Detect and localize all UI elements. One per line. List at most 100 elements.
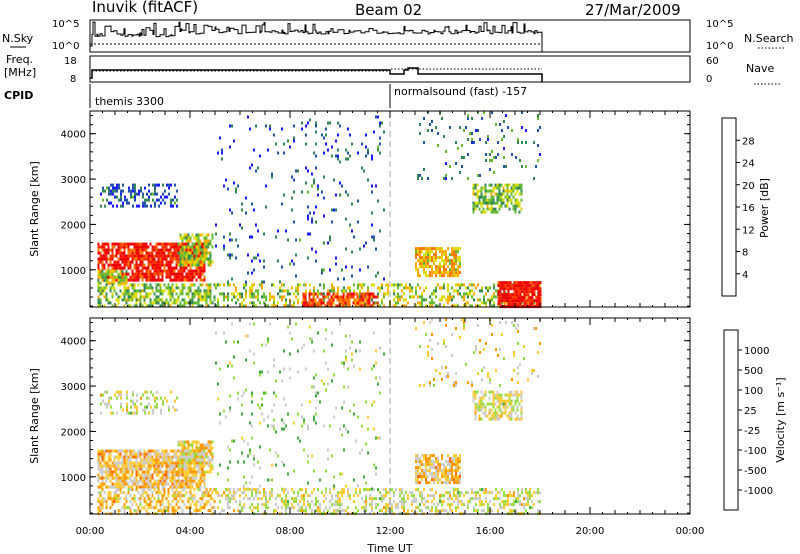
velocity-cell	[503, 491, 505, 495]
power-cell	[197, 275, 200, 279]
power-cell	[155, 251, 158, 255]
velocity-cell	[203, 446, 206, 450]
velocity-cell	[197, 500, 200, 504]
velocity-cell	[484, 393, 487, 397]
power-cell	[320, 301, 323, 305]
velocity-cell	[145, 494, 148, 498]
velocity-cell	[179, 470, 182, 474]
velocity-cell	[529, 506, 531, 510]
power-cell	[173, 272, 176, 276]
power-cell	[313, 178, 315, 182]
power-cell	[324, 295, 327, 299]
velocity-cell	[293, 491, 295, 495]
velocity-cell	[151, 506, 154, 510]
velocity-cell	[510, 399, 513, 403]
power-cell	[150, 204, 152, 208]
power-cell	[443, 304, 445, 308]
power-cell	[295, 295, 297, 299]
power-cell	[129, 275, 132, 279]
power-cell	[181, 251, 184, 255]
velocity-cell	[337, 497, 339, 501]
velocity-cell	[516, 393, 519, 397]
velocity-cell	[197, 509, 200, 513]
velocity-cell	[459, 457, 461, 461]
velocity-cell	[508, 393, 511, 397]
velocity-cell	[143, 458, 146, 462]
velocity-cell	[101, 479, 104, 483]
power-cell	[139, 263, 142, 267]
power-cell	[141, 257, 144, 261]
velocity-cell	[347, 488, 349, 492]
power-cell	[191, 301, 194, 305]
power-cell	[205, 304, 208, 308]
velocity-cell	[189, 467, 192, 471]
power-cell	[181, 283, 184, 287]
power-cell	[494, 192, 497, 196]
power-cell	[507, 299, 510, 303]
power-cell	[517, 287, 520, 291]
velocity-cell	[449, 481, 451, 485]
power-cell	[195, 266, 198, 270]
velocity-cell	[123, 479, 126, 483]
velocity-cell	[435, 475, 437, 479]
velocity-cell	[223, 491, 225, 495]
power-cell	[100, 192, 102, 196]
power-cell	[507, 296, 510, 300]
power-cell	[312, 298, 315, 302]
velocity-cell	[285, 497, 287, 501]
power-cell	[455, 259, 457, 263]
velocity-cell	[501, 488, 503, 492]
power-cell	[102, 186, 104, 190]
velocity-cell	[482, 411, 485, 415]
velocity-cell	[493, 497, 495, 501]
power-cell	[255, 124, 257, 128]
velocity-cell	[476, 390, 479, 394]
power-cell	[112, 192, 114, 196]
velocity-cell	[473, 506, 475, 510]
power-cell	[419, 274, 421, 278]
velocity-cell	[97, 497, 100, 501]
velocity-cell	[145, 458, 148, 462]
velocity-cell	[447, 463, 449, 467]
power-cell	[165, 254, 168, 258]
power-cell	[205, 242, 208, 246]
power-cell	[497, 153, 499, 156]
power-cell	[367, 289, 369, 293]
power-cell	[307, 190, 309, 194]
power-cell	[521, 126, 523, 129]
velocity-cell	[191, 500, 194, 504]
velocity-cell	[485, 488, 487, 492]
velocity-cell	[427, 460, 429, 464]
power-cell	[97, 251, 100, 255]
velocity-cell	[508, 414, 511, 418]
power-cell	[455, 271, 457, 275]
velocity-cell	[457, 457, 459, 461]
power-cell	[513, 287, 516, 291]
power-cell	[191, 278, 194, 282]
velocity-cell	[193, 503, 196, 507]
velocity-cell	[343, 488, 345, 492]
velocity-cell	[123, 482, 126, 486]
velocity-cell	[459, 481, 461, 485]
velocity-cell	[437, 509, 439, 513]
power-cell	[521, 290, 524, 294]
power-cell	[313, 151, 315, 155]
velocity-cell	[117, 455, 120, 459]
power-cell	[119, 278, 122, 282]
velocity-cell	[167, 473, 170, 477]
power-cell	[179, 275, 182, 279]
velocity-cell	[315, 500, 317, 504]
power-cell	[191, 260, 194, 264]
velocity-cell	[197, 446, 200, 450]
velocity-cell	[151, 482, 154, 486]
power-cell	[139, 257, 142, 261]
velocity-cell	[255, 488, 257, 492]
power-cell	[193, 283, 196, 287]
velocity-cell	[347, 491, 349, 495]
velocity-cell	[283, 488, 285, 492]
velocity-cell	[537, 491, 539, 495]
velocity-cell	[117, 497, 120, 501]
velocity-cell	[484, 411, 487, 415]
velocity-cell	[197, 470, 200, 474]
power-cell	[177, 242, 180, 246]
